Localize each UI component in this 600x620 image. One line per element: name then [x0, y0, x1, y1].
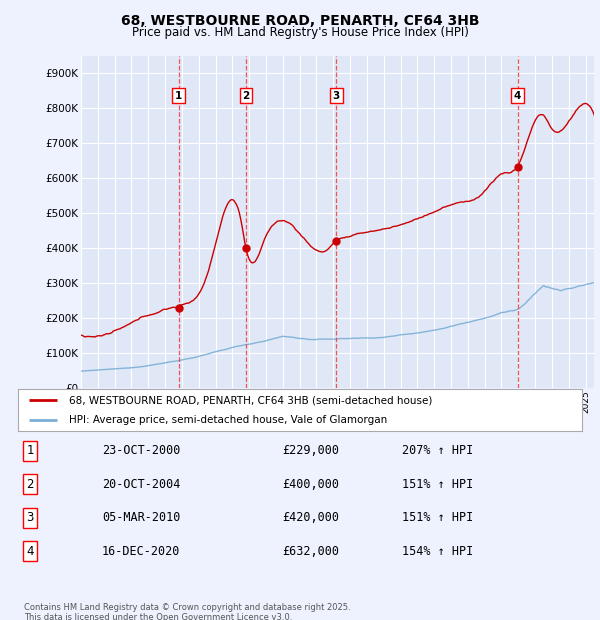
Text: 4: 4	[514, 91, 521, 100]
Text: 20-OCT-2004: 20-OCT-2004	[102, 478, 181, 490]
Text: 68, WESTBOURNE ROAD, PENARTH, CF64 3HB: 68, WESTBOURNE ROAD, PENARTH, CF64 3HB	[121, 14, 479, 29]
Text: 4: 4	[26, 545, 34, 557]
Text: 151% ↑ HPI: 151% ↑ HPI	[402, 512, 473, 524]
Text: £229,000: £229,000	[282, 445, 339, 457]
Text: 3: 3	[332, 91, 340, 100]
Text: £632,000: £632,000	[282, 545, 339, 557]
Text: 207% ↑ HPI: 207% ↑ HPI	[402, 445, 473, 457]
Text: 05-MAR-2010: 05-MAR-2010	[102, 512, 181, 524]
Text: 2: 2	[26, 478, 34, 490]
Text: HPI: Average price, semi-detached house, Vale of Glamorgan: HPI: Average price, semi-detached house,…	[69, 415, 387, 425]
Text: 151% ↑ HPI: 151% ↑ HPI	[402, 478, 473, 490]
Text: 1: 1	[175, 91, 182, 100]
Text: Price paid vs. HM Land Registry's House Price Index (HPI): Price paid vs. HM Land Registry's House …	[131, 26, 469, 39]
Text: Contains HM Land Registry data © Crown copyright and database right 2025.
This d: Contains HM Land Registry data © Crown c…	[24, 603, 350, 620]
Text: 154% ↑ HPI: 154% ↑ HPI	[402, 545, 473, 557]
Text: 68, WESTBOURNE ROAD, PENARTH, CF64 3HB (semi-detached house): 68, WESTBOURNE ROAD, PENARTH, CF64 3HB (…	[69, 395, 432, 405]
Text: 16-DEC-2020: 16-DEC-2020	[102, 545, 181, 557]
Text: 3: 3	[26, 512, 34, 524]
Text: £400,000: £400,000	[282, 478, 339, 490]
Text: 1: 1	[26, 445, 34, 457]
Text: £420,000: £420,000	[282, 512, 339, 524]
Text: 23-OCT-2000: 23-OCT-2000	[102, 445, 181, 457]
Text: 2: 2	[242, 91, 250, 100]
